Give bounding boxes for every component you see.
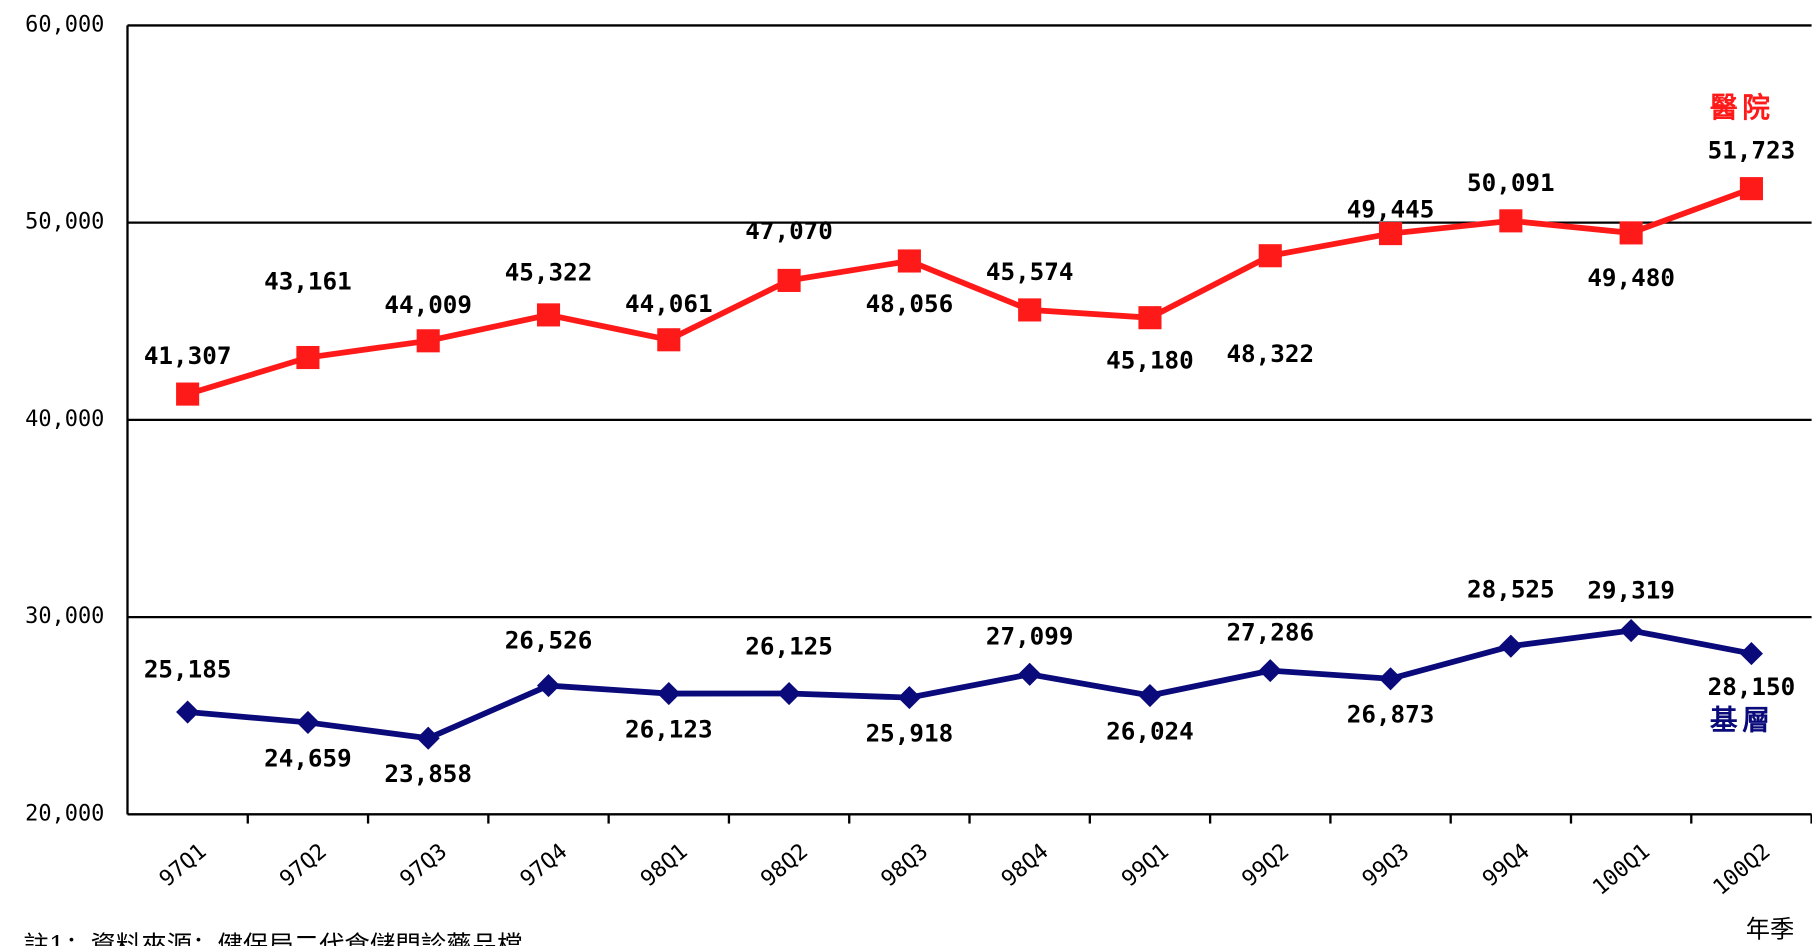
value-label: 29,319	[1587, 575, 1675, 604]
marker	[1379, 667, 1403, 691]
marker	[1739, 642, 1763, 666]
marker	[1018, 298, 1042, 322]
x-tick-label: 99Q4	[1478, 839, 1535, 892]
x-axis-label: 年季	[1746, 914, 1795, 943]
value-label: 45,322	[505, 257, 593, 286]
value-label: 28,525	[1467, 575, 1555, 604]
value-label: 44,009	[384, 290, 472, 319]
x-tick-label: 98Q1	[636, 839, 693, 892]
value-label: 27,286	[1226, 618, 1314, 647]
value-label: 26,125	[745, 631, 833, 660]
value-label: 28,150	[1708, 672, 1796, 701]
marker	[1258, 659, 1282, 683]
value-label: 26,123	[625, 715, 713, 744]
value-label: 47,070	[745, 216, 833, 245]
value-label: 49,445	[1347, 194, 1435, 223]
value-label: 26,526	[505, 626, 593, 655]
marker	[777, 268, 801, 292]
x-tick-label: 97Q1	[155, 839, 212, 892]
value-label: 26,024	[1106, 716, 1194, 745]
value-label: 48,322	[1226, 339, 1314, 368]
x-tick-label: 99Q2	[1238, 839, 1295, 892]
marker	[536, 303, 561, 327]
series-line	[186, 185, 1753, 397]
value-label: 45,180	[1106, 346, 1194, 375]
value-label: 50,091	[1467, 168, 1555, 197]
marker	[1739, 177, 1763, 201]
y-tick-label: 40,000	[25, 407, 104, 432]
value-label: 43,161	[264, 266, 352, 295]
x-tick-label: 100Q2	[1709, 839, 1776, 901]
marker	[176, 700, 200, 724]
value-label: 48,056	[866, 289, 954, 318]
marker	[1619, 618, 1643, 643]
marker	[657, 328, 681, 352]
value-label: 26,873	[1347, 700, 1435, 729]
value-label: 23,858	[384, 759, 472, 788]
marker	[1499, 634, 1523, 658]
value-label: 49,480	[1587, 263, 1675, 292]
value-label: 41,307	[144, 341, 232, 370]
marker	[416, 329, 440, 353]
marker	[1619, 221, 1643, 245]
y-tick-label: 20,000	[25, 801, 104, 826]
marker	[1138, 306, 1162, 330]
y-tick-label: 60,000	[25, 12, 104, 37]
x-tick-label: 100Q1	[1588, 839, 1655, 901]
marker	[777, 681, 801, 706]
x-tick-label: 98Q3	[877, 839, 934, 892]
marker	[536, 674, 561, 698]
marker	[1258, 244, 1282, 268]
marker	[897, 686, 921, 710]
marker	[897, 249, 921, 273]
value-label: 51,723	[1708, 136, 1796, 165]
value-label: 44,061	[625, 289, 713, 318]
y-tick-label: 50,000	[25, 210, 104, 235]
x-tick-label: 99Q1	[1117, 839, 1174, 892]
y-tick-label: 30,000	[25, 604, 104, 629]
value-label: 27,099	[986, 621, 1074, 650]
series-line	[187, 627, 1752, 742]
marker	[1379, 222, 1403, 246]
marker	[416, 726, 440, 750]
x-tick-label: 99Q3	[1358, 839, 1415, 892]
x-tick-label: 98Q4	[997, 839, 1054, 892]
x-tick-label: 98Q2	[756, 839, 813, 892]
x-tick-label: 97Q2	[275, 839, 332, 892]
x-tick-label: 97Q3	[396, 839, 453, 892]
marker	[1138, 683, 1162, 708]
marker	[176, 382, 200, 406]
x-tick-label: 97Q4	[516, 839, 573, 892]
value-label: 25,185	[144, 654, 232, 683]
marker	[296, 710, 320, 734]
value-label: 45,574	[986, 257, 1074, 286]
marker	[296, 345, 320, 370]
legend-label: 基層	[1710, 703, 1775, 736]
legend-label: 醫院	[1710, 91, 1775, 124]
marker	[1018, 662, 1042, 686]
note: 註1：資料來源：健保局二代倉儲門診藥品檔	[24, 930, 523, 946]
value-label: 25,918	[866, 719, 954, 748]
marker	[657, 682, 681, 706]
value-label: 24,659	[264, 743, 352, 772]
marker	[1499, 209, 1523, 233]
